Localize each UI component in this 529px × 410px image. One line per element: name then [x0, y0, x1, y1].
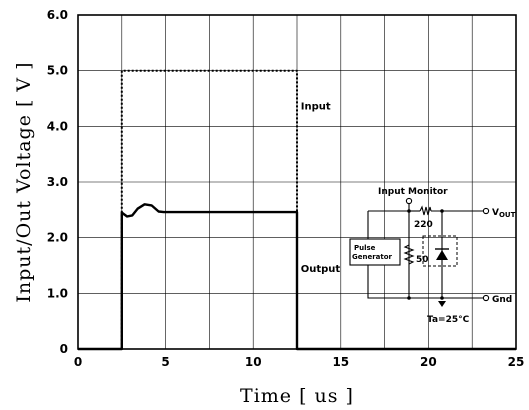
- series-label-input: Input: [301, 102, 331, 113]
- temperature-label: Ta=25°C: [427, 315, 470, 325]
- gnd-label: Gnd: [492, 295, 512, 305]
- y-tick-label: 0: [60, 342, 68, 356]
- input-monitor-terminal: [405, 197, 413, 205]
- x-tick-label: 25: [508, 355, 525, 369]
- junction-dot: [440, 209, 444, 213]
- resistor-220: [419, 205, 432, 216]
- input-monitor-label: Input Monitor: [378, 187, 448, 197]
- pulse-generator-label-1: Pulse: [354, 244, 376, 252]
- y-tick-label: 5.0: [47, 64, 68, 78]
- plot-frame: [77, 14, 517, 350]
- junction-dot: [440, 296, 444, 300]
- y-tick-label: 6.0: [47, 8, 68, 22]
- vout-label-main: V: [492, 208, 499, 218]
- test-circuit-inset: Input Monitor VOUT 220 50 Pulse Generato…: [349, 187, 516, 325]
- vout-label-sub: OUT: [499, 211, 516, 219]
- x-tick-label: 5: [161, 355, 169, 369]
- y-tick-label: 2.0: [47, 231, 68, 245]
- y-tick-label: 4.0: [47, 119, 68, 133]
- series-line-output: [78, 203, 516, 351]
- x-tick-label: 20: [420, 355, 437, 369]
- x-axis-title: Time [ us ]: [240, 385, 354, 407]
- vout-label: VOUT: [492, 208, 516, 219]
- pulse-generator-label-2: Generator: [352, 253, 393, 261]
- x-tick-label: 15: [332, 355, 349, 369]
- junction-dot: [407, 209, 411, 213]
- gnd-terminal: [482, 294, 490, 302]
- junction-dot: [407, 296, 411, 300]
- pulse-generator-box: [349, 238, 401, 266]
- y-tick-label: 3.0: [47, 175, 68, 189]
- y-axis-title: Input/Out Voltage [ V ]: [13, 61, 35, 302]
- gnd-arrow: [438, 301, 446, 307]
- series-label-output: Output: [301, 264, 341, 275]
- resistor-220-label: 220: [414, 220, 433, 230]
- zener-diode-symbol: [436, 250, 448, 260]
- y-tick-label: 1.0: [47, 286, 68, 300]
- vout-terminal: [482, 207, 490, 215]
- x-tick-label: 0: [74, 355, 82, 369]
- tick-labels: 0 5 10 15 20 25 0 1.0 2.0 3.0 4.0 5.0 6.0: [47, 8, 525, 369]
- resistor-50-label: 50: [416, 255, 429, 265]
- device-dashed-box: [422, 235, 458, 267]
- resistor-50: [403, 244, 415, 265]
- x-tick-label: 10: [245, 355, 262, 369]
